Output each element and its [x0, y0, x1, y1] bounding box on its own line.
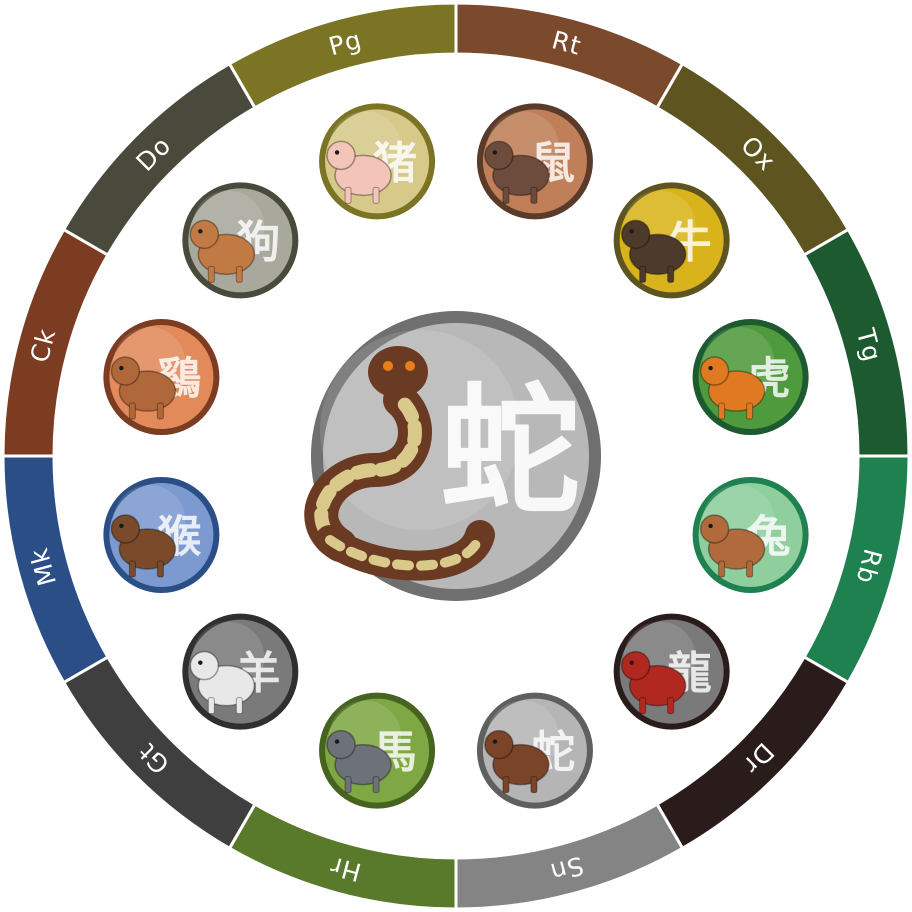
monkey-medallion: 猴	[103, 476, 220, 593]
ring-segment-hr: Hr	[227, 802, 458, 911]
rat-medallion: 鼠	[476, 103, 593, 220]
pig-medallion: 猪	[319, 103, 436, 220]
ring-segment-do: Do	[61, 61, 258, 258]
ox-icon	[620, 219, 687, 283]
tiger-icon	[699, 356, 766, 420]
rabbit-icon	[699, 514, 766, 578]
ring-segment-mk: Mk	[1, 454, 110, 685]
dragon-medallion: 龍	[613, 613, 730, 730]
ring-segment-tg: Tg	[802, 227, 911, 458]
center-character: 蛇	[440, 371, 580, 534]
goat-icon	[189, 650, 256, 715]
center-snake-medallion: 蛇	[304, 311, 601, 601]
dog-medallion: 狗	[182, 182, 299, 299]
monkey-icon	[110, 514, 177, 578]
dragon-icon	[620, 650, 687, 715]
tiger-medallion: 虎	[692, 319, 809, 436]
goat-medallion: 羊	[182, 613, 299, 730]
rabbit-medallion: 兔	[692, 476, 809, 593]
center-snake-icon	[304, 346, 495, 581]
snake-medallion: 蛇	[476, 692, 593, 809]
ox-medallion: 牛	[613, 182, 730, 299]
ring-segment-sn: Sn	[454, 802, 685, 911]
horse-icon	[326, 729, 392, 794]
ring-segment-pg: Pg	[227, 1, 458, 110]
ring-segment-fill	[227, 1, 458, 110]
snake-icon	[484, 729, 550, 794]
rat-icon	[484, 140, 550, 204]
pig-icon	[326, 140, 392, 204]
ring-segment-rb: Rb	[802, 454, 911, 685]
ring-segment-ck: Ck	[1, 227, 110, 458]
rooster-icon	[110, 356, 177, 420]
dog-icon	[189, 219, 256, 283]
ring-segment-rt: Rt	[454, 1, 685, 110]
rooster-medallion: 鷄	[103, 319, 220, 436]
horse-medallion: 馬	[319, 692, 436, 809]
